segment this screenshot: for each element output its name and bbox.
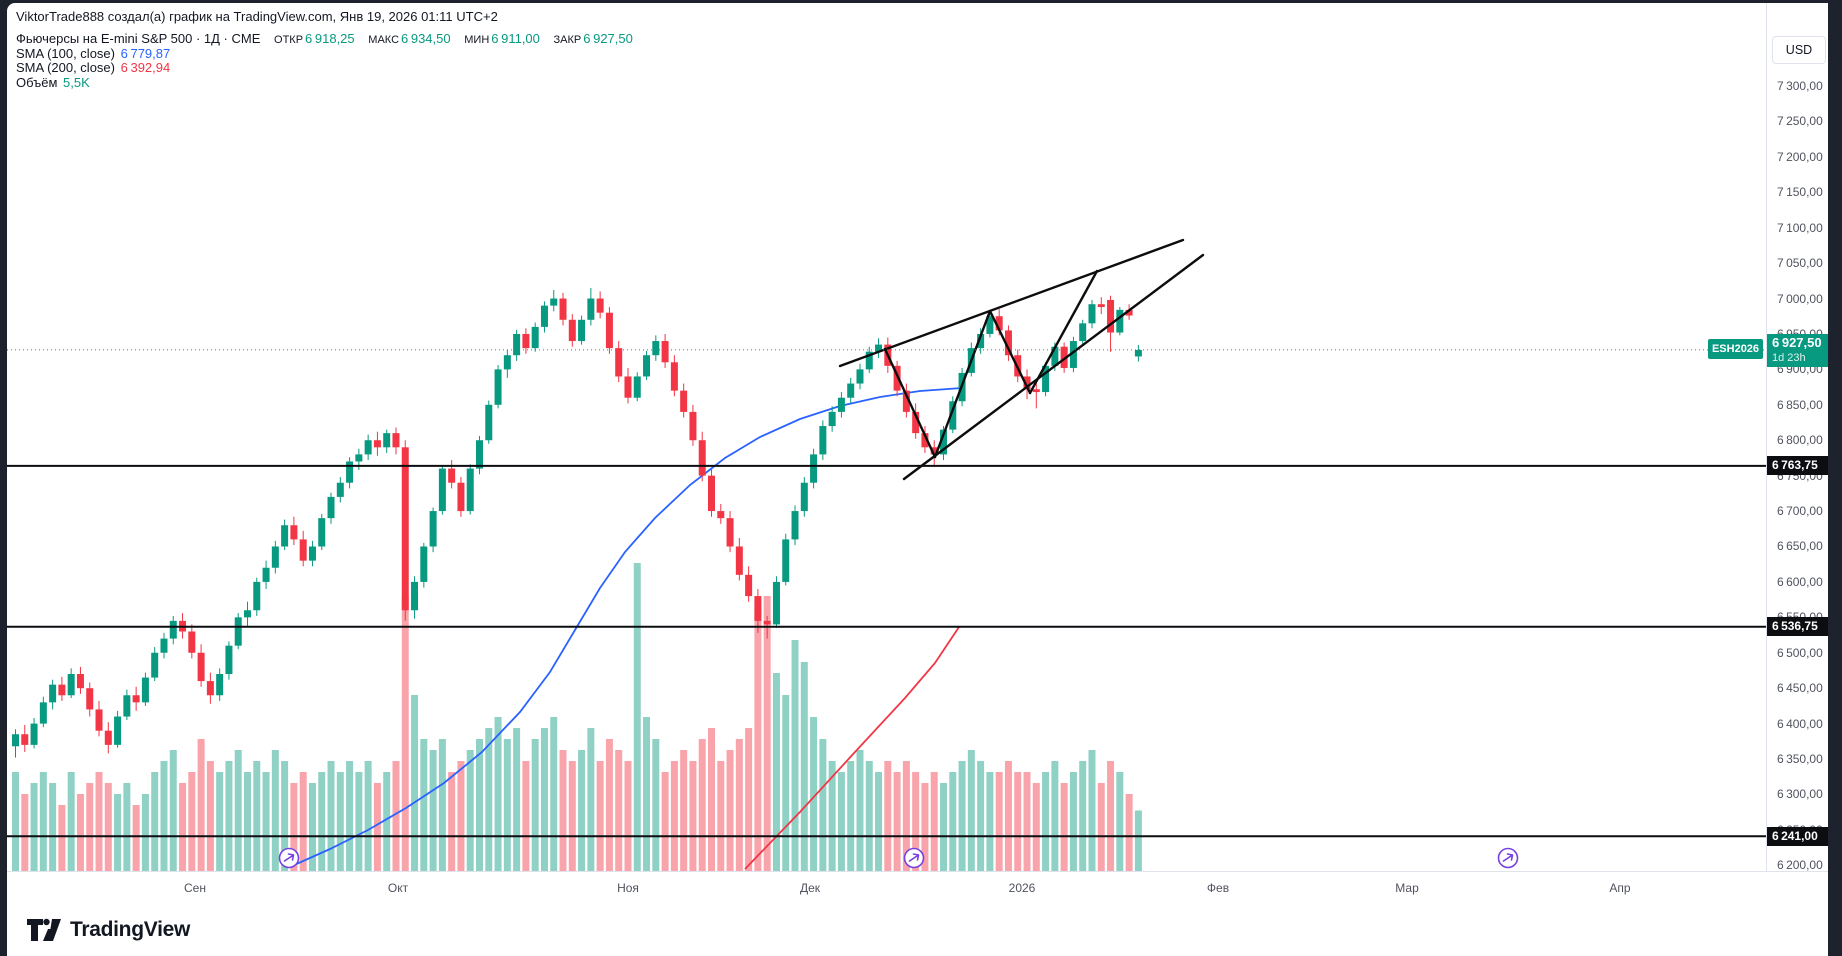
time-axis-label: Сен: [184, 881, 206, 895]
price-tick-label: 6 300,00: [1777, 787, 1823, 802]
price-tick-label: 7 200,00: [1777, 149, 1823, 164]
sma100-line: [291, 387, 963, 867]
level-price-label: 6 241,00: [1767, 826, 1830, 846]
price-tick-label: 6 850,00: [1777, 397, 1823, 412]
trendline[interactable]: [883, 347, 937, 459]
price-tick-label: 6 500,00: [1777, 645, 1823, 660]
price-tick-label: 7 250,00: [1777, 114, 1823, 129]
symbol-price-badge[interactable]: ESH2026: [1708, 339, 1763, 359]
price-tick-label: 6 400,00: [1777, 716, 1823, 731]
trendline[interactable]: [902, 253, 1205, 481]
open-label: ОТКР: [274, 34, 304, 46]
level-price-label: 6 536,75: [1767, 617, 1830, 637]
time-axis-label: Мар: [1395, 881, 1419, 895]
sma100-value: 6 779,87: [120, 45, 171, 61]
price-tick-label: 6 600,00: [1777, 574, 1823, 589]
symbol-row[interactable]: Фьючерсы на E-mini S&P 500 · 1Д · CME ОТ…: [16, 31, 633, 47]
volume-label: Объём: [16, 74, 58, 90]
contract-rollover-icon[interactable]: [278, 847, 300, 869]
legend-panel[interactable]: Фьючерсы на E-mini S&P 500 · 1Д · CME ОТ…: [16, 31, 633, 91]
price-tick-label: 7 050,00: [1777, 256, 1823, 271]
trendline[interactable]: [838, 238, 1185, 368]
brand-name: TradingView: [70, 918, 191, 941]
sma200-value: 6 392,94: [120, 60, 171, 75]
price-tick-label: 6 350,00: [1777, 752, 1823, 767]
attribution-text: ViktorTrade888 создал(а) график на Tradi…: [16, 9, 498, 24]
sma200-row[interactable]: SMA (200, close) 6 392,94: [16, 60, 633, 76]
price-tick-label: 7 100,00: [1777, 220, 1823, 235]
price-tick-label: 6 700,00: [1777, 504, 1823, 519]
time-axis-label: Апр: [1609, 881, 1631, 895]
currency-button[interactable]: USD: [1772, 36, 1826, 64]
price-tick-label: 6 650,00: [1777, 539, 1823, 554]
price-tick-label: 6 450,00: [1777, 681, 1823, 696]
volume-value: 5,5K: [63, 74, 90, 90]
sma100-row[interactable]: SMA (100, close) 6 779,87: [16, 45, 633, 62]
volume-row[interactable]: Объём 5,5K: [16, 74, 633, 91]
low-label: МИН: [464, 34, 490, 46]
tradingview-logo-icon: [27, 918, 61, 941]
chart-card: [7, 3, 1828, 956]
sma100-label: SMA (100, close): [16, 45, 115, 61]
last-price-label[interactable]: 6 927,50 1d 23h: [1767, 334, 1830, 367]
contract-rollover-icon[interactable]: [903, 847, 925, 869]
tradingview-logo[interactable]: TradingView: [26, 917, 190, 943]
time-axis-label: 2026: [1008, 881, 1036, 895]
sma200-label: SMA (200, close): [16, 60, 115, 75]
level-price-label: 6 763,75: [1767, 456, 1830, 476]
time-axis-label: Ноя: [617, 881, 639, 895]
symbol-title: Фьючерсы на E-mini S&P 500 · 1Д · CME: [16, 31, 261, 46]
trendline[interactable]: [988, 309, 1032, 395]
time-axis-separator: [7, 871, 1828, 872]
bar-countdown: 1d 23h: [1772, 352, 1806, 364]
price-tick-label: 6 200,00: [1777, 858, 1823, 873]
price-tick-label: 6 800,00: [1777, 433, 1823, 448]
time-axis-label: Фев: [1206, 881, 1230, 895]
high-value: 6 934,50: [401, 31, 451, 46]
trendline[interactable]: [933, 309, 992, 459]
open-value: 6 918,25: [305, 31, 355, 46]
time-axis-label: Дек: [799, 881, 821, 895]
time-axis-label: Окт: [387, 881, 409, 895]
price-tick-label: 7 000,00: [1777, 291, 1823, 306]
low-value: 6 911,00: [491, 31, 540, 46]
close-value: 6 927,50: [583, 31, 633, 46]
last-price-value: 6 927,50: [1772, 335, 1822, 350]
high-label: МАКС: [368, 34, 400, 46]
price-tick-label: 7 300,00: [1777, 79, 1823, 93]
price-axis-separator: [1766, 3, 1767, 871]
trendline[interactable]: [1028, 269, 1099, 395]
contract-rollover-icon[interactable]: [1497, 847, 1519, 869]
close-label: ЗАКР: [553, 34, 582, 46]
volume-bars: [12, 563, 1142, 871]
window-edge: [1828, 0, 1842, 956]
price-tick-label: 7 150,00: [1777, 185, 1823, 200]
sma200-line: [744, 626, 960, 870]
